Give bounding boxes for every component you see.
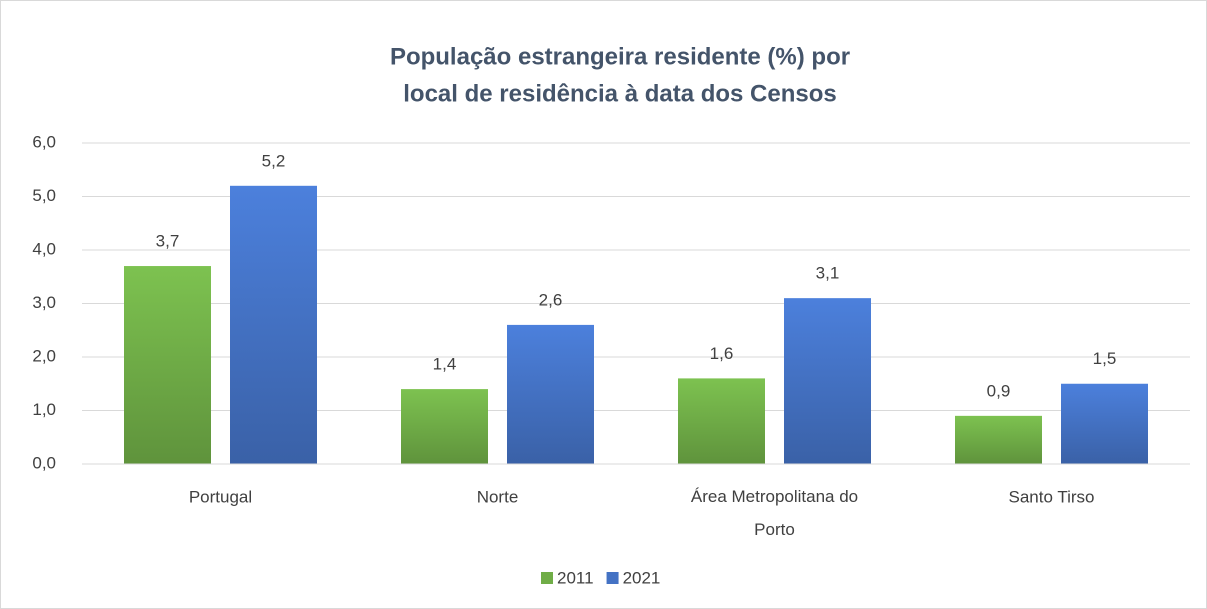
bar bbox=[124, 266, 211, 464]
y-tick-label: 6,0 bbox=[32, 132, 56, 151]
data-label: 3,1 bbox=[816, 264, 840, 283]
data-label: 0,9 bbox=[987, 381, 1011, 400]
bar bbox=[507, 324, 594, 464]
legend-label: 2011 bbox=[557, 568, 594, 587]
y-tick-label: 5,0 bbox=[32, 186, 56, 205]
legend-swatch bbox=[541, 572, 553, 584]
chart-title: local de residência à data dos Censos bbox=[403, 80, 837, 107]
data-label: 1,4 bbox=[433, 355, 457, 374]
bar bbox=[784, 298, 871, 464]
chart-title: População estrangeira residente (%) por bbox=[390, 43, 850, 70]
bar bbox=[678, 378, 765, 464]
legend-swatch bbox=[606, 572, 619, 584]
x-tick-label: Área Metropolitana do Porto bbox=[691, 487, 858, 539]
bar bbox=[955, 415, 1042, 464]
y-tick-label: 1,0 bbox=[32, 400, 56, 419]
data-label: 2,6 bbox=[539, 290, 563, 309]
data-label: 5,2 bbox=[262, 151, 286, 170]
bar bbox=[401, 389, 488, 464]
y-tick-label: 0,0 bbox=[32, 453, 56, 472]
data-label: 1,5 bbox=[1093, 349, 1117, 368]
x-tick-label: Norte bbox=[477, 487, 519, 506]
data-label: 3,7 bbox=[156, 232, 180, 251]
bar bbox=[1061, 383, 1148, 464]
legend-label: 2021 bbox=[623, 568, 661, 587]
data-label: 1,6 bbox=[710, 344, 734, 363]
y-tick-label: 4,0 bbox=[32, 239, 56, 258]
bar bbox=[230, 185, 317, 465]
x-tick-label: Portugal bbox=[189, 487, 252, 506]
y-tick-label: 2,0 bbox=[32, 346, 56, 365]
y-tick-label: 3,0 bbox=[32, 293, 56, 312]
x-tick-label: Santo Tirso bbox=[1009, 487, 1095, 506]
